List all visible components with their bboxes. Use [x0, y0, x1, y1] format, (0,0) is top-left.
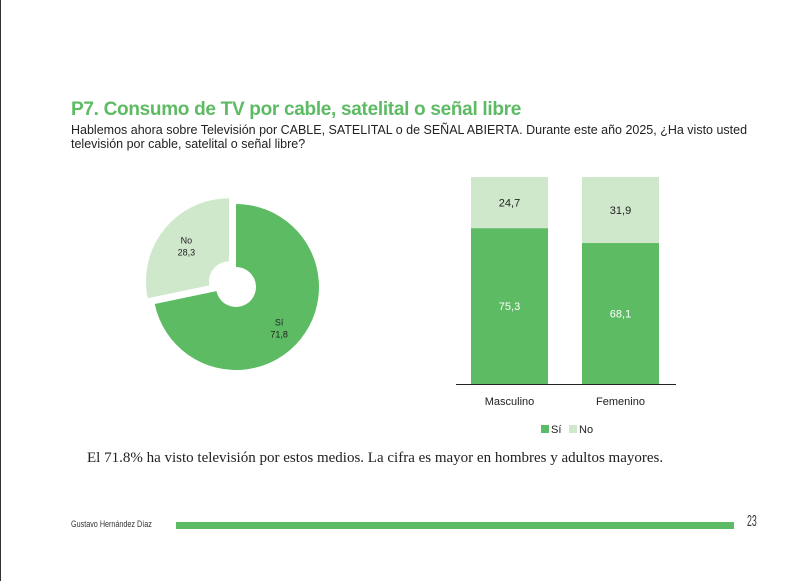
- legend-swatch-no: [569, 425, 577, 433]
- page-title: P7. Consumo de TV por cable, satelital o…: [71, 99, 522, 120]
- summary-text: El 71.8% ha visto televisión por estos m…: [87, 450, 664, 466]
- bar-segment-no: [582, 177, 659, 244]
- legend-label: Sí: [551, 424, 561, 436]
- stacked-bar-chart: 75,3 24,7 Masculino 68,1 31,9 Femenino Sí No: [456, 177, 676, 436]
- pie-label-category: No: [181, 236, 193, 246]
- legend-label: No: [579, 424, 593, 436]
- page-left-border: [0, 0, 1, 581]
- pie-label-value: 28,3: [178, 248, 196, 258]
- bar-segment-si: [471, 228, 548, 384]
- bar-segment-no: [471, 177, 548, 229]
- pie-label-value: 71,8: [270, 329, 288, 339]
- chart-legend: Sí No: [541, 424, 593, 436]
- bar-segment-si: [582, 243, 659, 384]
- bar-value-label: 68,1: [610, 309, 631, 321]
- pie-label-category: Sí: [275, 317, 284, 327]
- pie-slice-no: [146, 198, 230, 299]
- pie-slice-si: [154, 204, 320, 370]
- bar-value-label: 31,9: [610, 205, 631, 217]
- footer-bar: [176, 522, 734, 529]
- donut-chart: Sí 71,8 No 28,3: [146, 198, 320, 370]
- page-number: 23: [747, 513, 757, 530]
- x-tick-label: Femenino: [596, 396, 645, 408]
- bar-value-label: 24,7: [499, 198, 520, 210]
- footer-author: Gustavo Hernández Díaz: [71, 519, 152, 529]
- x-tick-label: Masculino: [485, 396, 535, 408]
- bar-value-label: 75,3: [499, 301, 520, 313]
- legend-swatch-si: [541, 425, 549, 433]
- question-text: Hablemos ahora sobre Televisión por CABL…: [71, 123, 748, 151]
